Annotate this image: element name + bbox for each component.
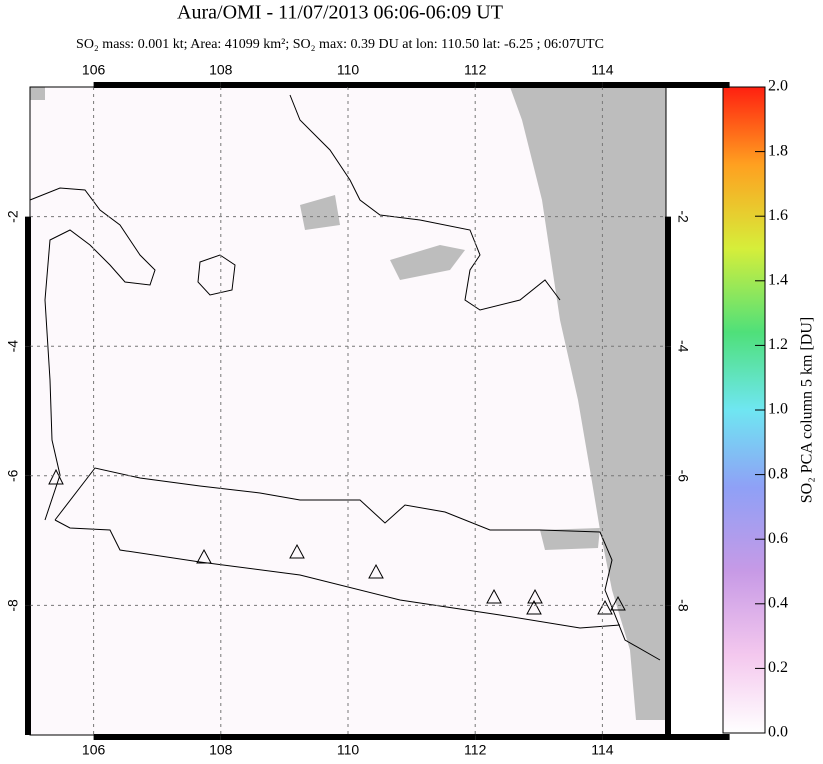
y-tick-label: -8	[675, 599, 691, 612]
no-data-region	[510, 87, 666, 720]
coastline	[289, 94, 561, 311]
x-tick-label: 106	[82, 62, 106, 78]
coastline	[197, 254, 236, 296]
coastline	[29, 187, 156, 521]
colorbar-tick-label: 1.0	[768, 401, 788, 418]
x-tick-label: 106	[82, 742, 106, 758]
title: Aura/OMI - 11/07/2013 06:06-06:09 UT	[177, 2, 503, 24]
colorbar-tick-label: 0.0	[768, 724, 788, 741]
x-tick-label: 108	[209, 742, 233, 758]
colorbar-tick-label: 0.2	[768, 659, 788, 676]
colorbar-tick-label: 0.8	[768, 465, 788, 482]
coastline	[54, 467, 661, 661]
x-tick-label: 114	[591, 742, 614, 758]
colorbar-tick-label: 0.6	[768, 530, 788, 547]
y-tick-label: -6	[5, 469, 21, 482]
colorbar-tick-label: 1.6	[768, 207, 788, 224]
y-tick-label: -4	[5, 340, 21, 353]
colorbar-tick-label: 0.4	[768, 594, 788, 611]
volcano-marker	[48, 468, 626, 615]
y-tick-label: -4	[675, 340, 691, 353]
y-tick-label: -2	[675, 210, 691, 223]
colorbar-label: SO₂ PCA column 5 km [DU]	[799, 317, 816, 503]
y-tick-label: -6	[675, 470, 691, 483]
colorbar-tick-label: 1.4	[768, 271, 788, 288]
x-tick-label: 108	[209, 62, 233, 78]
colorbar-tick-label: 1.2	[768, 336, 788, 353]
x-tick-label: 110	[337, 62, 360, 78]
x-tick-label: 110	[337, 742, 360, 758]
x-tick-label: 112	[464, 62, 487, 78]
x-tick-label: 112	[464, 742, 487, 758]
colorbar-tick-label: 2.0	[768, 78, 788, 95]
y-tick-label: -2	[5, 210, 21, 223]
x-tick-label: 114	[591, 62, 614, 78]
y-tick-label: -8	[5, 599, 21, 612]
colorbar-tick-label: 1.8	[768, 142, 788, 159]
subtitle: SO₂ mass: 0.001 kt; Area: 41099 km²; SO₂…	[76, 37, 604, 52]
